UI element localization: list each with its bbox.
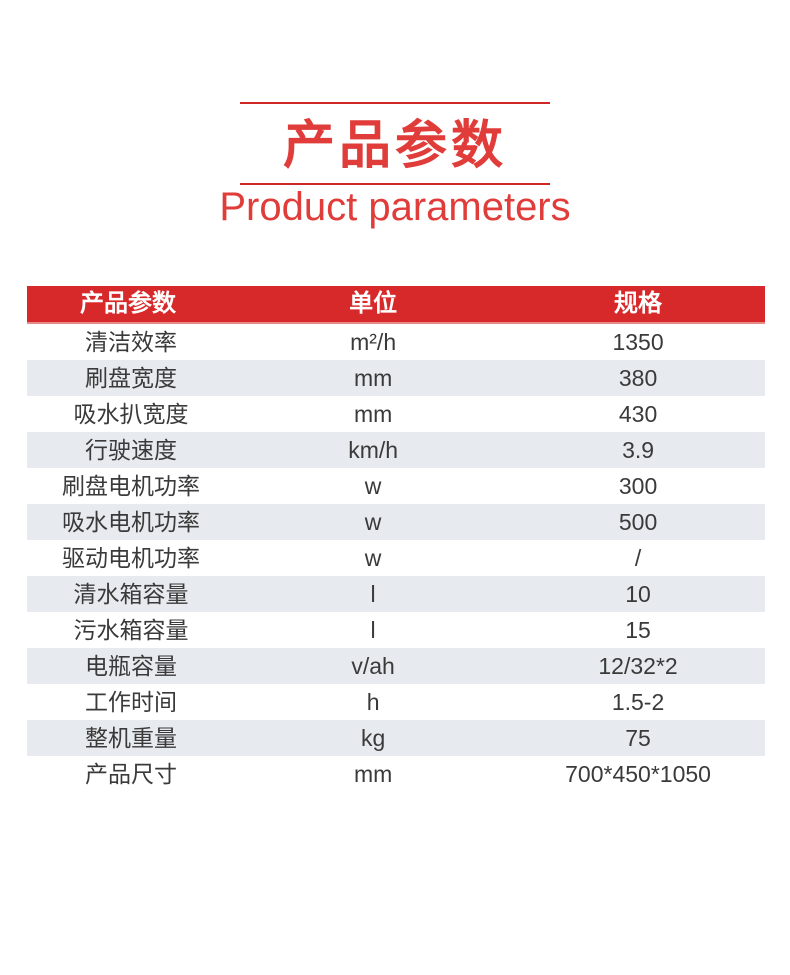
param-name-cell: 产品尺寸	[85, 761, 178, 787]
param-name-cell: 整机重量	[85, 725, 178, 751]
param-name-cell: 驱动电机功率	[62, 545, 201, 571]
param-unit-cell: m²/h	[350, 329, 397, 355]
param-value-cell: 15	[625, 617, 651, 643]
param-name-cell: 刷盘宽度	[85, 365, 178, 391]
param-value-cell: 500	[618, 509, 658, 535]
param-unit-cell: w	[364, 509, 382, 535]
param-name-cell: 吸水扒宽度	[73, 401, 189, 427]
table-row: 吸水扒宽度 mm 430	[27, 396, 765, 432]
param-name-cell: 清水箱容量	[73, 581, 189, 607]
param-name-cell: 清洁效率	[85, 329, 178, 355]
column-header-parameter: 产品参数	[27, 286, 236, 324]
param-unit-cell: mm	[353, 401, 393, 427]
param-value-cell: 75	[625, 725, 651, 751]
param-unit-cell: kg	[360, 725, 386, 751]
title-divider-top	[240, 102, 550, 104]
table-row: 刷盘电机功率 w 300	[27, 468, 765, 504]
page-title: 产品参数	[282, 117, 507, 175]
table-row: 清洁效率 m²/h 1350	[27, 323, 765, 360]
param-value-cell: 380	[618, 365, 658, 391]
param-value-cell: 1.5-2	[611, 689, 665, 715]
param-name-cell: 行驶速度	[85, 437, 178, 463]
param-value-cell: 12/32*2	[598, 653, 678, 679]
param-value-cell: 430	[618, 401, 658, 427]
param-name-cell: 工作时间	[85, 689, 178, 715]
table-row: 整机重量 kg 75	[27, 720, 765, 756]
table-row: 行驶速度 km/h 3.9	[27, 432, 765, 468]
param-unit-cell: l	[370, 581, 376, 607]
param-value-cell: 3.9	[622, 437, 655, 463]
column-header-spec: 规格	[511, 286, 765, 324]
param-value-cell: 10	[625, 581, 651, 607]
param-unit-cell: h	[366, 689, 380, 715]
param-unit-cell: w	[364, 545, 382, 571]
param-name-cell: 电瓶容量	[85, 653, 178, 679]
table-row: 清水箱容量 l 10	[27, 576, 765, 612]
table-row: 工作时间 h 1.5-2	[27, 684, 765, 720]
param-unit-cell: km/h	[348, 437, 399, 463]
param-unit-cell: l	[370, 617, 376, 643]
page-subtitle: Product parameters	[219, 185, 571, 229]
param-name-cell: 污水箱容量	[73, 617, 189, 643]
param-unit-cell: w	[364, 473, 382, 499]
table-row: 电瓶容量 v/ah 12/32*2	[27, 648, 765, 684]
param-value-cell: 1350	[612, 329, 664, 355]
param-name-cell: 刷盘电机功率	[62, 473, 201, 499]
table-row: 刷盘宽度 mm 380	[27, 360, 765, 396]
param-value-cell: 300	[618, 473, 658, 499]
table-row: 吸水电机功率 w 500	[27, 504, 765, 540]
param-unit-cell: v/ah	[351, 653, 395, 679]
header-row: 产品参数 单位 规格	[27, 286, 765, 324]
param-unit-cell: mm	[353, 761, 393, 787]
table-header: 产品参数 单位 规格	[27, 286, 765, 324]
column-header-unit: 单位	[235, 286, 512, 324]
param-unit-cell: mm	[353, 365, 393, 391]
table-row: 驱动电机功率 w /	[27, 540, 765, 576]
table-body: 清洁效率 m²/h 1350 刷盘宽度 mm 380 吸水扒宽度 mm 430 …	[27, 323, 765, 792]
title-block: 产品参数 Product parameters	[0, 102, 790, 227]
param-value-cell: /	[634, 545, 642, 571]
product-parameters-table: 产品参数 单位 规格 清洁效率 m²/h 1350 刷盘宽度 mm 380 吸水…	[27, 286, 765, 792]
table-row: 污水箱容量 l 15	[27, 612, 765, 648]
param-name-cell: 吸水电机功率	[62, 509, 201, 535]
table-row: 产品尺寸 mm 700*450*1050	[27, 756, 765, 792]
title-divider-bottom	[240, 183, 550, 185]
param-value-cell: 700*450*1050	[565, 761, 711, 787]
